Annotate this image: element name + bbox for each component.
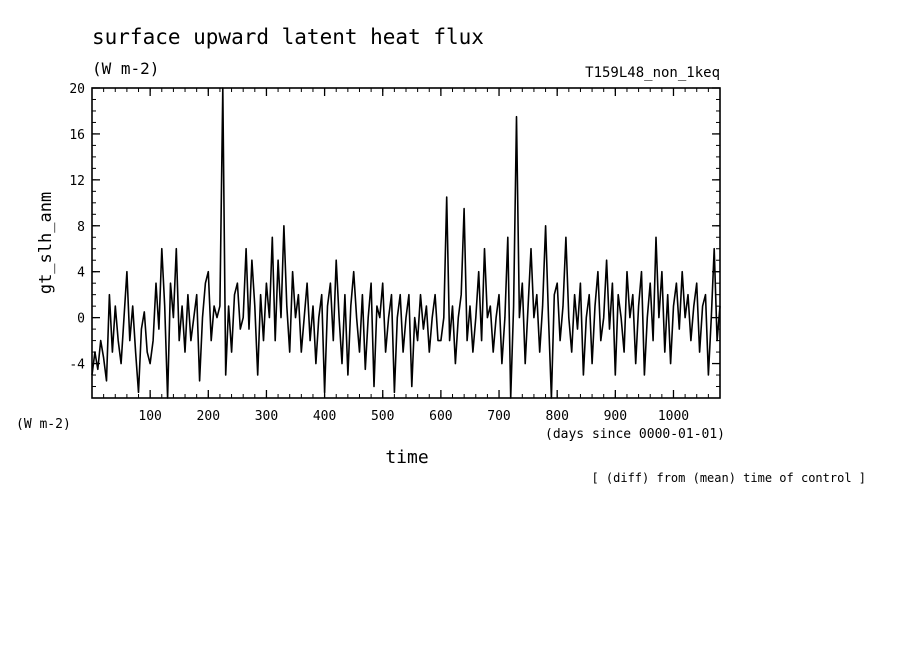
x-tick-label: 500 bbox=[371, 409, 394, 424]
x-tick-label: 600 bbox=[429, 409, 452, 424]
x-tick-label: 1000 bbox=[658, 409, 689, 424]
y-tick-label: 20 bbox=[69, 82, 85, 97]
y-tick-label: -4 bbox=[69, 358, 85, 373]
y-tick-label: 0 bbox=[77, 312, 85, 327]
chart-title: surface upward latent heat flux bbox=[92, 25, 484, 49]
x-tick-label: 300 bbox=[255, 409, 278, 424]
x-tick-label: 400 bbox=[313, 409, 336, 424]
x-tick-label: 700 bbox=[487, 409, 510, 424]
x-tick-label: 800 bbox=[545, 409, 568, 424]
x-tick-label: 900 bbox=[604, 409, 627, 424]
y-tick-label: 4 bbox=[77, 266, 85, 281]
footnote: [ (diff) from (mean) time of control ] bbox=[591, 471, 866, 485]
plot-frame bbox=[91, 87, 721, 399]
x-tick-label: 200 bbox=[197, 409, 220, 424]
y-axis-units: (W m-2) bbox=[16, 417, 71, 432]
y-tick-label: 16 bbox=[69, 128, 85, 143]
y-tick-label: 12 bbox=[69, 174, 85, 189]
series-line bbox=[91, 87, 721, 399]
y-tick-label: 8 bbox=[77, 220, 85, 235]
y-axis-label: gt_slh_anm bbox=[36, 192, 56, 294]
experiment-label: T159L48_non_1keq bbox=[585, 65, 720, 81]
x-tick-label: 100 bbox=[138, 409, 161, 424]
x-axis-units: (days since 0000-01-01) bbox=[545, 427, 725, 442]
x-axis-label: time bbox=[385, 447, 428, 468]
x-axis: 100 200 300 400 500 600 700 800 900 1000 bbox=[103, 88, 709, 424]
chart-units: (W m-2) bbox=[92, 59, 159, 78]
